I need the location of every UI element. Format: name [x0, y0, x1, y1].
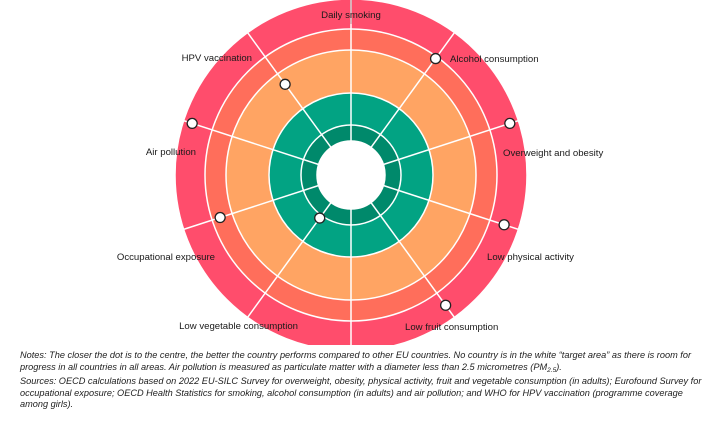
- axis-label-alcohol-consumption: Alcohol consumption: [450, 54, 539, 65]
- notes-block: Notes: The closer the dot is to the cent…: [20, 350, 705, 411]
- pm-subscript: 2.5: [547, 366, 557, 374]
- spoke-7: [183, 184, 319, 231]
- dots-group: [186, 52, 516, 311]
- ring-0: [316, 140, 386, 210]
- spoke-2: [383, 119, 519, 166]
- dot-overweight-and-obesity: [504, 117, 516, 130]
- notes-text: Notes: The closer the dot is to the cent…: [20, 350, 705, 376]
- axis-label-low-fruit-consumption: Low fruit consumption: [405, 322, 498, 333]
- dot-occupational-exposure: [314, 212, 326, 224]
- axis-label-occupational-exposure: Occupational exposure: [117, 252, 215, 263]
- radial-chart: Daily smoking Alcohol consumption Overweig…: [117, 0, 604, 345]
- axis-label-air-pollution: Air pollution: [146, 147, 196, 158]
- axis-label-low-vegetable-consumption: Low vegetable consumption: [179, 321, 298, 332]
- spoke-4: [370, 202, 456, 318]
- dot-hpv-vaccination: [186, 117, 198, 130]
- spoke-9: [246, 32, 332, 148]
- dot-low-physical-activity: [498, 219, 510, 231]
- notes-line-end: ).: [556, 361, 562, 372]
- dot-air-pollution: [214, 211, 226, 224]
- sources-text: Sources: OECD calculations based on 2022…: [20, 376, 702, 410]
- axis-label-hpv-vaccination: HPV vaccination: [182, 53, 252, 64]
- axis-label-daily-smoking: Daily smoking: [321, 10, 381, 21]
- notes-line: Notes: The closer the dot is to the cent…: [20, 350, 692, 372]
- axis-labels-group: Daily smoking Alcohol consumption Overweig…: [117, 10, 604, 333]
- rings-group: [174, 0, 528, 345]
- axis-label-low-physical-activity: Low physical activity: [487, 252, 574, 263]
- axis-label-overweight-and-obesity: Overweight and obesity: [503, 148, 603, 159]
- dot-low-fruit-consumption: [439, 299, 452, 311]
- dot-alcohol-consumption: [429, 52, 442, 65]
- spoke-1: [370, 32, 456, 148]
- spoke-8: [183, 119, 319, 166]
- spoke-3: [383, 184, 519, 231]
- dot-unlabelled: [279, 78, 291, 90]
